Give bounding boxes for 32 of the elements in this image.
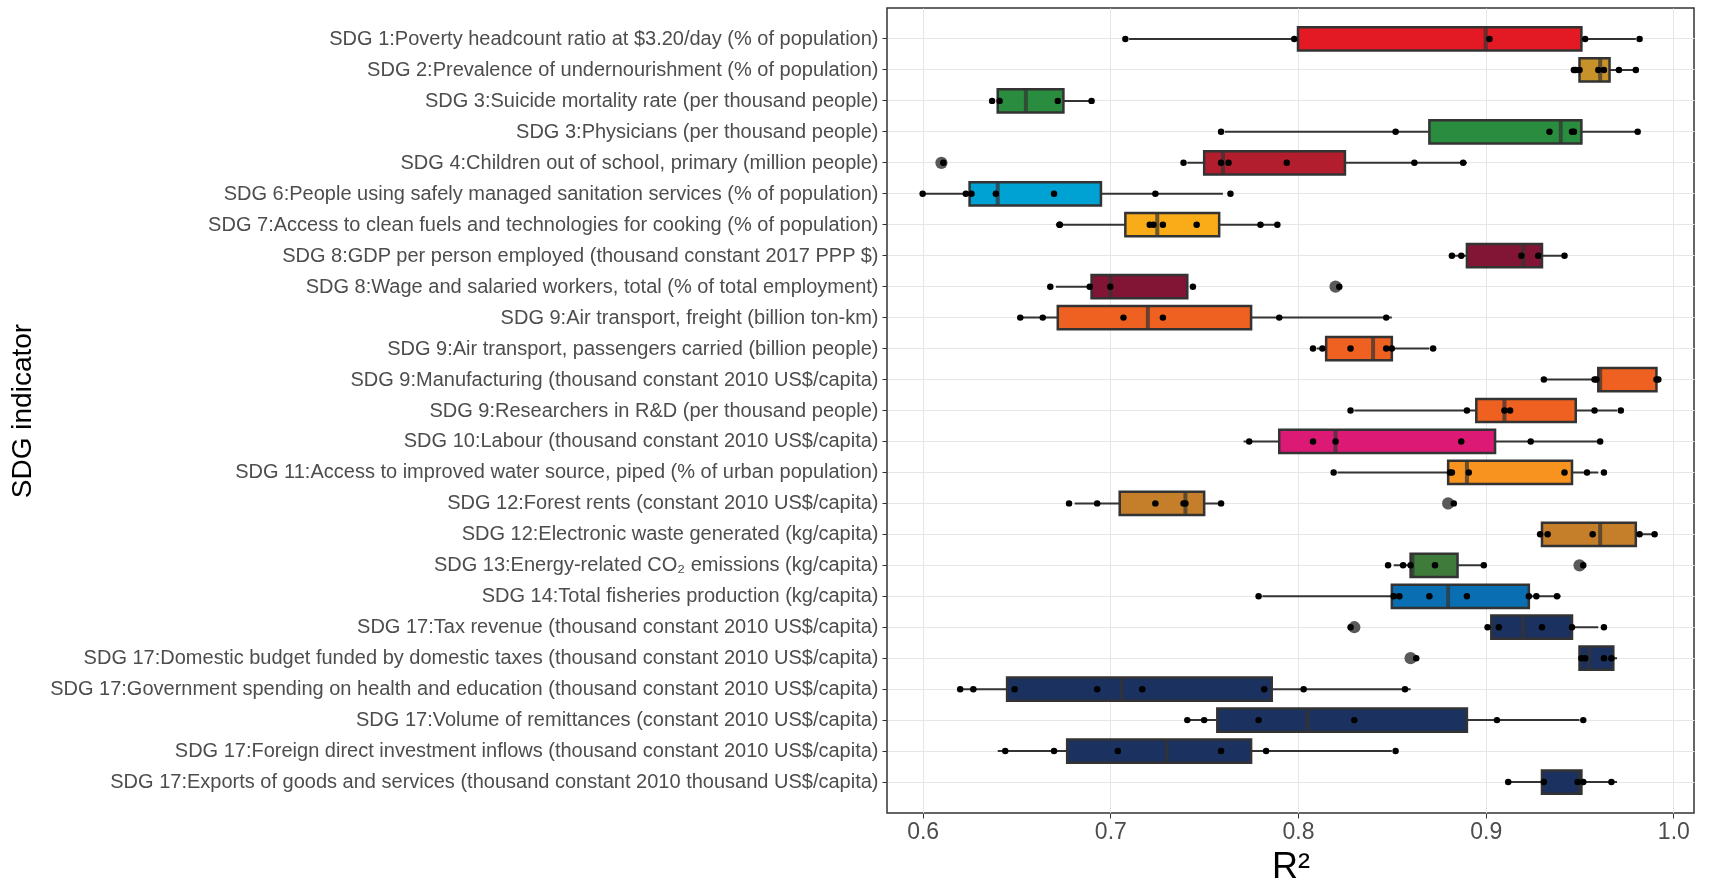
y-tick-label: SDG 12:Electronic waste generated (kg/capita) (461, 522, 879, 545)
y-tick-label: SDG 11:Access to improved water source, piped (% of urban population) (235, 460, 879, 483)
y-tick-label: SDG 7:Access to clean fuels and technologies for cooking (% of population) (208, 212, 879, 235)
y-tick-label: SDG 8:GDP per person employed (thousand constant 2017 PPP $) (282, 243, 879, 266)
x-tick-label: 0.9 (1470, 817, 1503, 844)
x-axis-title: R² (1272, 844, 1310, 886)
x-tick-label: 0.7 (1094, 817, 1127, 844)
y-tick-label: SDG 6:People using safely managed sanitation services (% of population) (223, 181, 879, 204)
y-tick-label: SDG 9:Air transport, passengers carried (billion people) (387, 336, 879, 359)
y-tick-label: SDG 9:Manufacturing (thousand constant 2010 US$/capita) (350, 367, 879, 390)
x-tick-label: 0.6 (907, 817, 940, 844)
y-tick-label: SDG 9:Researchers in R&D (per thousand people) (429, 398, 879, 421)
y-axis-title: SDG indicator (6, 323, 38, 499)
x-tick-label: 1.0 (1657, 817, 1690, 844)
x-tick-label: 0.8 (1282, 817, 1315, 844)
y-tick-label: SDG 3:Physicians (per thousand people) (516, 119, 879, 142)
y-tick-label: SDG 12:Forest rents (constant 2010 US$/capita) (447, 491, 879, 514)
y-tick-label: SDG 17:Government spending on health and education (thousand constant 2010 US$/capita) (50, 677, 879, 700)
y-tick-label: SDG 8:Wage and salaried workers, total (% of total employment) (305, 274, 879, 297)
y-tick-label: SDG 17:Tax revenue (thousand constant 2010 US$/capita) (357, 615, 879, 638)
y-tick-label: SDG 17:Foreign direct investment inflows (thousand constant 2010 US$/capita) (174, 739, 879, 762)
y-tick-label: SDG 10:Labour (thousand constant 2010 US$/capita) (403, 429, 879, 452)
y-tick-label: SDG 1:Poverty headcount ratio at $3.20/day (% of population) (329, 26, 879, 49)
y-tick-label: SDG 14:Total fisheries production (kg/capita) (481, 584, 879, 607)
y-tick-label: SDG 13:Energy-related CO₂ emissions (kg/capita) (433, 553, 879, 576)
y-tick-label: SDG 17:Volume of remittances (constant 2010 US$/capita) (356, 708, 879, 731)
y-tick-label: SDG 17:Domestic budget funded by domestic taxes (thousand constant 2010 US$/capita) (83, 646, 879, 669)
y-tick-label: SDG 2:Prevalence of undernourishment (% of population) (367, 57, 879, 80)
y-tick-label: SDG 3:Suicide mortality rate (per thousand people) (424, 88, 879, 111)
y-tick-label: SDG 9:Air transport, freight (billion ton-km) (500, 305, 879, 328)
y-tick-label: SDG 4:Children out of school, primary (million people) (400, 150, 879, 173)
y-tick-label: SDG 17:Exports of goods and services (thousand constant 2010 thousand US$/capita) (110, 770, 879, 793)
